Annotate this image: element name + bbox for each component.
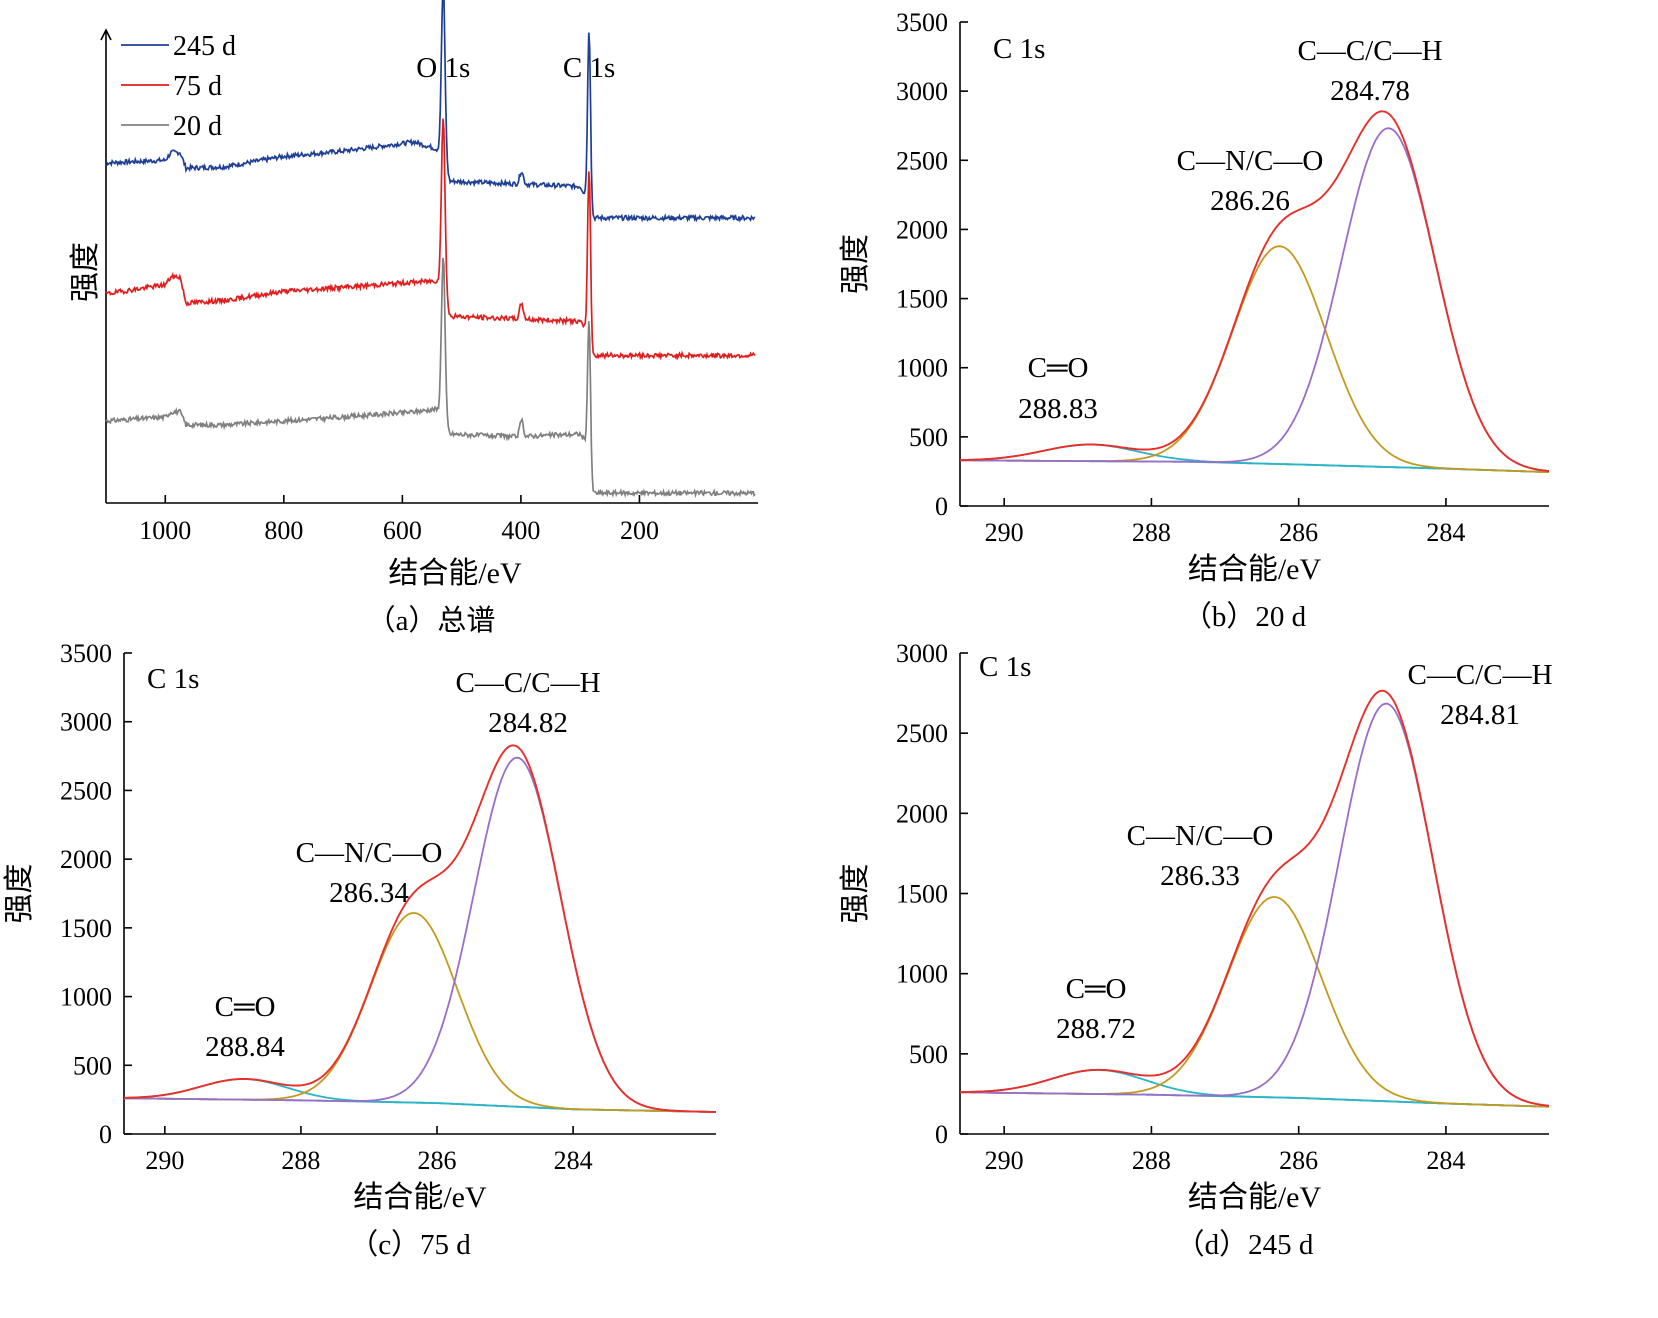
x-tick-label: 286 bbox=[1279, 1146, 1318, 1175]
peak-assignment-label: C—N/C—O bbox=[1177, 145, 1324, 177]
y-tick-label: 500 bbox=[73, 1051, 112, 1080]
peak-assignment-label: C═O bbox=[1066, 973, 1127, 1005]
panel-c-c1s-75d: 0 500 1000 1500 2000 2500 3000 3500 290 288 286 284… bbox=[3, 639, 716, 1261]
spectrum-label: C 1s bbox=[147, 663, 199, 695]
peak-position-label: 288.83 bbox=[1018, 393, 1098, 425]
peak-assignment-label: C—C/C—H bbox=[1407, 659, 1552, 691]
y-axis-arrow bbox=[100, 28, 112, 41]
x-axis-title: 结合能/eV bbox=[1188, 553, 1322, 586]
y-axis-title: 强度 bbox=[839, 864, 872, 924]
y-tick-label: 0 bbox=[935, 1120, 948, 1149]
panel-caption: （d）245 d bbox=[1176, 1229, 1314, 1261]
y-tick-label: 2500 bbox=[896, 146, 948, 175]
y-tick-label: 0 bbox=[99, 1120, 112, 1149]
peak-label: C 1s bbox=[563, 52, 615, 84]
y-axis-title: 强度 bbox=[839, 234, 872, 294]
y-tick-label: 3000 bbox=[60, 708, 112, 737]
peak-position-label: 286.34 bbox=[329, 877, 409, 909]
y-tick-label: 1500 bbox=[60, 914, 112, 943]
x-tick-label: 800 bbox=[264, 516, 303, 545]
y-tick-label: 1000 bbox=[60, 983, 112, 1012]
envelope-line bbox=[124, 744, 716, 1113]
panel-caption: （c）75 d bbox=[349, 1229, 471, 1261]
x-tick-label: 284 bbox=[1426, 518, 1465, 547]
peak-assignment-label: C—N/C—O bbox=[296, 837, 443, 869]
x-tick-label: 288 bbox=[1132, 1146, 1171, 1175]
panel-caption: （b）20 d bbox=[1183, 601, 1307, 633]
component-line bbox=[960, 896, 1549, 1108]
y-tick-label: 3500 bbox=[60, 639, 112, 668]
panel-caption: （a）总谱 bbox=[367, 604, 496, 637]
y-tick-label: 2500 bbox=[60, 776, 112, 805]
legend-label: 245 d bbox=[173, 31, 236, 62]
panel-a-survey-spectrum: 1000 800 600 400 200 O 1s C 1s 245 d 75 d 20 d 强度结… bbox=[69, 0, 758, 637]
y-tick-label: 500 bbox=[909, 423, 948, 452]
envelope-line bbox=[960, 689, 1550, 1107]
x-tick-label: 288 bbox=[281, 1146, 320, 1175]
y-tick-label: 2000 bbox=[60, 845, 112, 874]
x-tick-label: 400 bbox=[501, 516, 540, 545]
peak-assignment-label: C═O bbox=[215, 991, 276, 1023]
y-tick-label: 3000 bbox=[896, 639, 948, 668]
peak-position-label: 286.33 bbox=[1160, 860, 1240, 892]
x-tick-label: 290 bbox=[985, 518, 1024, 547]
series-line-75d bbox=[105, 118, 756, 361]
peak-position-label: 284.78 bbox=[1330, 75, 1410, 107]
panel-d-c1s-245d: 0 500 1000 1500 2000 2500 3000 290 288 286 284 C—C/… bbox=[839, 639, 1553, 1261]
y-tick-label: 2500 bbox=[896, 719, 948, 748]
x-axis-title: 结合能/eV bbox=[388, 557, 522, 590]
x-tick-label: 290 bbox=[145, 1146, 184, 1175]
y-axis-title: 强度 bbox=[69, 242, 102, 302]
y-tick-label: 0 bbox=[935, 492, 948, 521]
legend-label: 20 d bbox=[173, 111, 222, 142]
y-tick-label: 500 bbox=[909, 1040, 948, 1069]
x-tick-label: 600 bbox=[383, 516, 422, 545]
peak-position-label: 286.26 bbox=[1210, 185, 1290, 217]
peak-assignment-label: C═O bbox=[1028, 352, 1089, 384]
x-tick-label: 1000 bbox=[139, 516, 191, 545]
spectrum-label: C 1s bbox=[979, 651, 1031, 683]
y-tick-label: 2000 bbox=[896, 215, 948, 244]
component-line bbox=[124, 912, 716, 1113]
x-tick-label: 284 bbox=[1426, 1146, 1465, 1175]
legend-label: 75 d bbox=[173, 71, 222, 102]
x-tick-label: 200 bbox=[620, 516, 659, 545]
x-tick-label: 286 bbox=[418, 1146, 457, 1175]
peak-position-label: 288.84 bbox=[205, 1031, 285, 1063]
x-tick-label: 286 bbox=[1279, 518, 1318, 547]
y-axis-title: 强度 bbox=[3, 864, 36, 924]
x-axis-title: 结合能/eV bbox=[1188, 1181, 1322, 1214]
y-tick-label: 3000 bbox=[896, 77, 948, 106]
peak-assignment-label: C—C/C—H bbox=[1297, 35, 1442, 67]
peak-position-label: 284.82 bbox=[488, 707, 568, 739]
baseline-line bbox=[960, 459, 1549, 473]
x-tick-label: 284 bbox=[554, 1146, 593, 1175]
y-tick-label: 1000 bbox=[896, 354, 948, 383]
peak-label: O 1s bbox=[416, 52, 470, 84]
x-axis-title: 结合能/eV bbox=[353, 1181, 487, 1214]
y-tick-label: 1000 bbox=[896, 960, 948, 989]
y-tick-label: 3500 bbox=[896, 8, 948, 37]
envelope-line bbox=[960, 110, 1550, 473]
peak-position-label: 288.72 bbox=[1056, 1013, 1136, 1045]
series-line-245d bbox=[105, 0, 756, 223]
x-tick-label: 288 bbox=[1132, 518, 1171, 547]
peak-assignment-label: C—N/C—O bbox=[1127, 820, 1274, 852]
x-tick-label: 290 bbox=[985, 1146, 1024, 1175]
peak-position-label: 284.81 bbox=[1440, 699, 1520, 731]
panel-b-c1s-20d: 0 500 1000 1500 2000 2500 3000 3500 290 288 286 284… bbox=[839, 8, 1550, 633]
y-tick-label: 1500 bbox=[896, 285, 948, 314]
series-line-20d bbox=[105, 257, 756, 499]
spectrum-label: C 1s bbox=[993, 33, 1045, 65]
y-tick-label: 1500 bbox=[896, 880, 948, 909]
peak-assignment-label: C—C/C—H bbox=[455, 667, 600, 699]
y-tick-label: 2000 bbox=[896, 799, 948, 828]
